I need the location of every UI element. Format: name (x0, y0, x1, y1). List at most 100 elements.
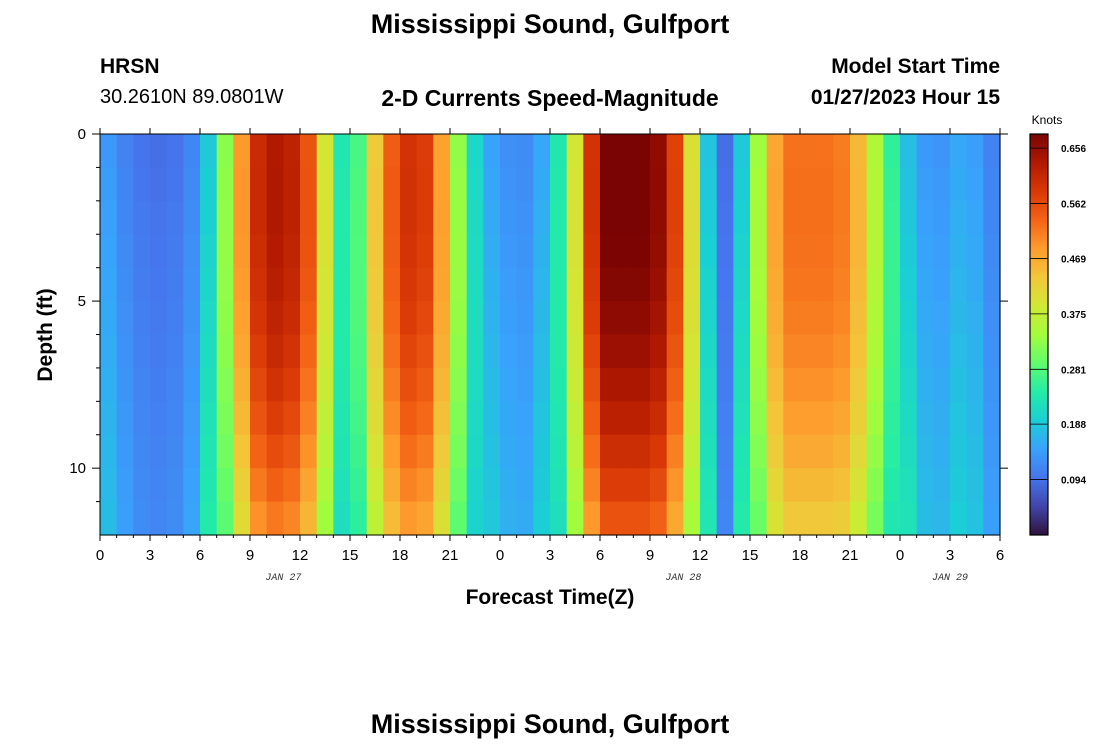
heatmap-cell (250, 301, 268, 336)
heatmap-cell (966, 134, 984, 169)
heatmap-cell (550, 334, 568, 369)
heatmap-cell (716, 234, 734, 269)
heatmap-cell (650, 301, 668, 336)
heatmap-cell (850, 468, 868, 503)
heatmap-cell (633, 301, 651, 336)
heatmap-cells (100, 134, 1001, 536)
heatmap-cell (133, 401, 151, 436)
heatmap-cell (950, 501, 968, 536)
colorbar-unit: Knots (1032, 113, 1063, 127)
heatmap-cell (400, 167, 418, 202)
heatmap-cell (200, 234, 218, 269)
heatmap-cell (383, 267, 401, 302)
heatmap-cell (783, 367, 801, 402)
heatmap-cell (850, 367, 868, 402)
heatmap-cell (400, 501, 418, 536)
heatmap-cell (783, 200, 801, 235)
heatmap-cell (316, 301, 334, 336)
heatmap-cell (916, 434, 934, 469)
heatmap-cell (283, 334, 301, 369)
heatmap-cell (683, 334, 701, 369)
heatmap-cell (116, 301, 134, 336)
heatmap-cell (766, 234, 784, 269)
heatmap-cell (250, 367, 268, 402)
heatmap-cell (166, 234, 184, 269)
heatmap-cell (683, 200, 701, 235)
heatmap-cell (100, 134, 118, 169)
heatmap-cell (350, 167, 368, 202)
heatmap-cell (483, 401, 501, 436)
heatmap-cell (566, 367, 584, 402)
heatmap-cell (666, 501, 684, 536)
heatmap-cell (800, 501, 818, 536)
heatmap-cell (566, 134, 584, 169)
heatmap-cell (950, 367, 968, 402)
heatmap-cell (783, 434, 801, 469)
heatmap-cell (100, 434, 118, 469)
heatmap-cell (266, 334, 284, 369)
heatmap-cell (383, 501, 401, 536)
heatmap-cell (716, 401, 734, 436)
heatmap-cell (250, 167, 268, 202)
heatmap-cell (566, 468, 584, 503)
heatmap-cell (583, 234, 601, 269)
heatmap-cell (866, 434, 884, 469)
heatmap-cell (333, 468, 351, 503)
heatmap-cell (366, 200, 384, 235)
heatmap-cell (366, 234, 384, 269)
heatmap-cell (950, 134, 968, 169)
heatmap-cell (650, 468, 668, 503)
heatmap-cell (350, 434, 368, 469)
heatmap-cell (250, 267, 268, 302)
x-tick-label: 6 (996, 547, 1004, 564)
heatmap-cell (733, 401, 751, 436)
heatmap-cell (766, 434, 784, 469)
heatmap-cell (650, 434, 668, 469)
heatmap-cell (833, 301, 851, 336)
heatmap-cell (666, 468, 684, 503)
heatmap-cell (450, 501, 468, 536)
x-tick-label: 15 (742, 547, 759, 564)
heatmap-cell (750, 401, 768, 436)
heatmap-cell (783, 134, 801, 169)
heatmap-cell (633, 234, 651, 269)
heatmap-cell (816, 334, 834, 369)
heatmap-cell (316, 134, 334, 169)
heatmap-cell (166, 334, 184, 369)
heatmap-cell (650, 334, 668, 369)
colorbar-gradient (1029, 133, 1049, 536)
heatmap-cell (666, 167, 684, 202)
heatmap-cell (200, 367, 218, 402)
heatmap-cell (833, 267, 851, 302)
heatmap-cell (750, 234, 768, 269)
heatmap-cell (450, 301, 468, 336)
heatmap-cell (600, 301, 618, 336)
heatmap-cell (900, 434, 918, 469)
heatmap-cell (450, 468, 468, 503)
colorbar-tick-label: 0.656 (1061, 144, 1086, 155)
heatmap-cell (300, 167, 318, 202)
heatmap-cell (433, 234, 451, 269)
heatmap-cell (200, 334, 218, 369)
chart-subtitle: 2-D Currents Speed-Magnitude (381, 85, 719, 111)
heatmap-cell (550, 134, 568, 169)
heatmap-cell (500, 167, 518, 202)
heatmap-cell (166, 167, 184, 202)
heatmap-cell (450, 200, 468, 235)
heatmap-cell (950, 468, 968, 503)
heatmap-cell (250, 468, 268, 503)
heatmap-cell (916, 501, 934, 536)
heatmap-cell (916, 301, 934, 336)
heatmap-cell (700, 267, 718, 302)
heatmap-cell (133, 468, 151, 503)
heatmap-cell (650, 134, 668, 169)
heatmap-cell (983, 434, 1001, 469)
heatmap-cell (833, 501, 851, 536)
heatmap-cell (983, 468, 1001, 503)
heatmap-cell (733, 167, 751, 202)
heatmap-cell (766, 267, 784, 302)
heatmap-cell (216, 367, 234, 402)
heatmap-cell (716, 301, 734, 336)
heatmap-cell (116, 468, 134, 503)
heatmap-cell (600, 501, 618, 536)
